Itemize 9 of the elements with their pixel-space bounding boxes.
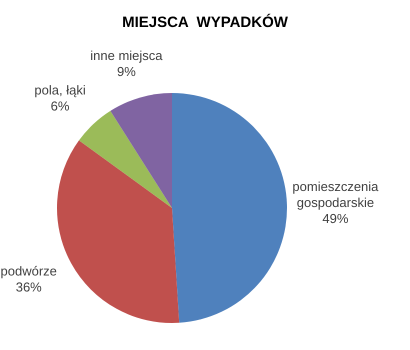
slice-label: inne miejsca xyxy=(90,48,164,64)
data-label: 49% xyxy=(322,210,349,226)
slice-label: pola, łąki xyxy=(34,82,86,98)
data-label: 6% xyxy=(50,98,70,114)
data-label: 9% xyxy=(116,64,136,80)
slice-label: pomieszczenia gospodarskie xyxy=(292,178,380,210)
slice-label: podwórze xyxy=(0,264,57,279)
chart-title: MIEJSCA WYPADKÓW xyxy=(121,14,289,31)
data-label: 36% xyxy=(16,280,42,295)
